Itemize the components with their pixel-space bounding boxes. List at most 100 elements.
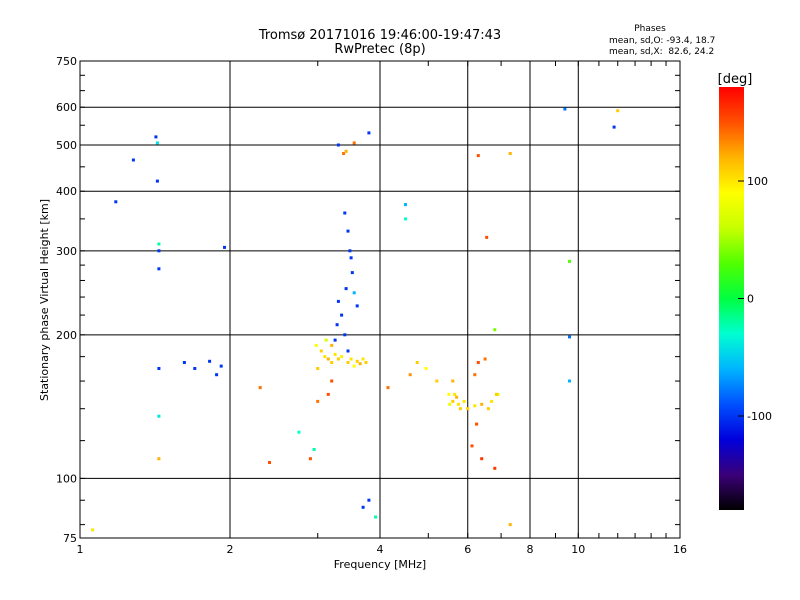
data-point [316,399,320,403]
data-point [494,392,498,396]
data-point [342,152,346,155]
y-tick-label: 75 [63,532,77,545]
data-point [404,217,407,221]
plot-area: 1 2 4 6 8 10 16 75 100 200 300 400 500 600 750 [56,55,687,556]
data-point [466,407,470,411]
data-point [455,395,459,399]
data-point [182,361,186,364]
y-tick-label: 100 [56,472,77,485]
chart-title-line1: Tromsø 20171016 19:46:00-19:47:43 [258,28,501,43]
colorbar-tick-label: -100 [747,410,772,423]
data-point [223,245,226,249]
data-point [314,343,318,347]
data-points [91,107,620,532]
data-point [349,256,353,260]
data-point [114,200,118,204]
data-point [219,364,223,368]
data-point [330,379,334,383]
data-point [335,323,339,327]
x-tick-label: 6 [464,543,471,556]
data-point [352,141,356,145]
data-point [476,154,480,158]
data-point [361,505,365,509]
data-point [485,235,489,239]
data-point [448,402,452,406]
data-point [476,361,480,364]
data-point [340,355,344,359]
data-point [447,392,451,396]
data-point [480,457,484,461]
data-point [343,211,347,215]
x-tick-label: 1 [77,543,84,556]
data-point [616,109,620,113]
data-point [568,335,571,339]
data-point [508,523,512,527]
data-point [346,349,350,353]
data-point [352,364,356,368]
data-point [361,357,365,361]
data-point [458,407,462,411]
data-point [157,249,161,253]
data-point [336,299,340,303]
data-point [297,430,301,434]
data-point [91,528,95,532]
data-point [486,407,490,411]
data-point [470,444,474,448]
data-point [333,338,337,342]
data-point [155,141,159,145]
data-point [336,357,340,361]
y-tick-label: 600 [56,101,77,114]
data-point [348,249,352,253]
colorbar-ticks: 100 0 -100 [738,175,772,423]
data-point [355,304,359,308]
data-point [324,338,328,342]
data-point [346,361,350,364]
data-point [350,271,354,275]
data-point [349,357,353,361]
data-point [340,313,344,317]
data-point [364,361,368,364]
data-point [358,362,362,366]
y-tick-label: 750 [56,55,77,68]
data-point [157,367,161,370]
data-point [563,107,567,111]
data-point [424,367,428,370]
x-tick-labels: 1 2 4 6 8 10 16 [77,543,688,556]
y-tick-label: 500 [56,139,77,152]
phase-stats-x: mean, sd,X: 82.6, 24.2 [609,47,714,57]
colorbar-tick-label: 100 [747,175,768,188]
y-tick-labels: 75 100 200 300 400 500 600 750 [56,55,77,545]
data-point [193,367,197,370]
data-point [326,392,330,396]
data-point [344,149,348,153]
data-point [490,399,494,403]
data-point [451,399,455,403]
data-point [473,404,477,408]
data-point [496,392,500,396]
data-point [131,158,135,162]
data-point [462,399,466,403]
data-point [483,357,487,361]
data-point [208,359,212,363]
data-point [343,333,347,337]
data-point [612,125,616,129]
data-point [326,357,330,361]
axis-ticks [79,60,681,538]
data-point [457,402,460,406]
data-point [333,352,337,356]
data-point [352,291,356,295]
data-point [344,287,348,291]
data-point [312,448,316,451]
data-point [323,355,327,359]
data-point [568,259,571,263]
data-point [451,379,455,383]
data-point [316,367,320,370]
data-point [453,392,457,396]
data-point [215,373,219,377]
data-point [355,359,359,363]
data-point [155,179,159,183]
data-point [480,402,484,406]
x-axis-label: Frequency [MHz] [334,558,426,571]
x-tick-label: 2 [227,543,234,556]
